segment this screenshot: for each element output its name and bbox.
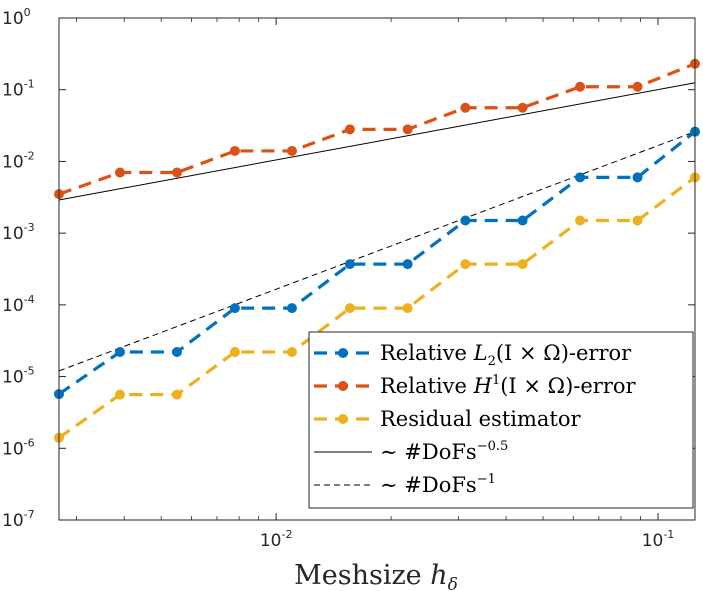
y-tick-label: 10-6: [2, 436, 35, 459]
series-h1-error-line: [58, 62, 696, 196]
data-point: [575, 215, 586, 226]
y-tick-label: 10-5: [2, 365, 35, 388]
data-point: [286, 303, 297, 314]
data-point: [575, 81, 586, 92]
series-l2-error-line: [58, 130, 696, 396]
tick-labels-layer: 10-2 10-1 10-7 10-6 10-5 10-4 10-3 10-2 10-1 100: [2, 6, 674, 551]
x-axis-title-var: h: [430, 560, 447, 591]
data-point: [460, 102, 471, 113]
legend-swatch-marker: [338, 414, 348, 424]
x-axis-title: Meshsize hδ: [294, 560, 458, 591]
data-point: [402, 259, 413, 270]
data-point: [114, 167, 125, 178]
data-point: [114, 347, 125, 358]
x-axis-title-main: Meshsize: [294, 560, 430, 591]
y-tick-label: 10-1: [2, 78, 35, 101]
legend: Relative L2(I × Ω)-error Relative H1(I × …: [308, 331, 694, 509]
legend-label: Relative H1(I × Ω)-error: [380, 373, 637, 398]
data-point: [575, 172, 586, 183]
data-point: [632, 215, 643, 226]
data-point: [344, 259, 355, 270]
legend-label: Relative L2(I × Ω)-error: [380, 341, 632, 369]
data-point: [229, 303, 240, 314]
legend-entry-residual: Residual estimator: [314, 407, 581, 431]
y-tick-label: 10-4: [2, 293, 35, 316]
data-lines-layer: [54, 58, 700, 443]
reference-line-dofs-1: [58, 131, 696, 372]
svg-text:Meshsize hδ: Meshsize hδ: [294, 560, 458, 591]
axes-box: [58, 17, 696, 521]
legend-entry-l2: Relative L2(I × Ω)-error: [314, 341, 632, 369]
data-point: [460, 259, 471, 270]
legend-box: [308, 331, 694, 509]
x-tick-label: 10-1: [642, 528, 675, 551]
data-point: [229, 145, 240, 156]
legend-entry-h1: Relative H1(I × Ω)-error: [314, 373, 637, 398]
legend-entry-dofs-05: ∼ #DoFs−0.5: [314, 439, 508, 464]
data-point: [460, 215, 471, 226]
data-point: [632, 172, 643, 183]
data-point: [171, 167, 182, 178]
y-tick-label: 100: [2, 6, 31, 29]
series-h1-error: [54, 58, 700, 200]
y-tick-label: 10-2: [2, 149, 35, 172]
legend-swatch-marker: [338, 381, 348, 391]
legend-label: ∼ #DoFs−0.5: [380, 439, 508, 464]
data-point: [517, 259, 528, 270]
data-point: [344, 303, 355, 314]
reference-line-dofs-05: [58, 82, 696, 201]
series-residual-estimator-line: [58, 176, 696, 440]
legend-entries: Relative L2(I × Ω)-error Relative H1(I × …: [314, 341, 637, 497]
data-point: [229, 347, 240, 358]
series-l2-error: [54, 126, 700, 400]
data-point: [632, 81, 643, 92]
legend-label: Residual estimator: [380, 407, 581, 431]
data-point: [114, 389, 125, 400]
x-axis-title-sub: δ: [448, 575, 458, 591]
data-point: [402, 303, 413, 314]
data-point: [171, 389, 182, 400]
data-point: [344, 124, 355, 135]
legend-label: ∼ #DoFs−1: [380, 472, 496, 497]
data-point: [286, 347, 297, 358]
legend-swatch-marker: [338, 348, 348, 358]
x-tick-label: 10-2: [260, 528, 293, 551]
data-point: [171, 347, 182, 358]
data-point: [517, 215, 528, 226]
data-point: [517, 102, 528, 113]
legend-entry-dofs-1: ∼ #DoFs−1: [314, 472, 496, 497]
data-point: [286, 145, 297, 156]
data-point: [402, 124, 413, 135]
y-tick-label: 10-3: [2, 221, 35, 244]
y-tick-label: 10-7: [2, 508, 35, 531]
